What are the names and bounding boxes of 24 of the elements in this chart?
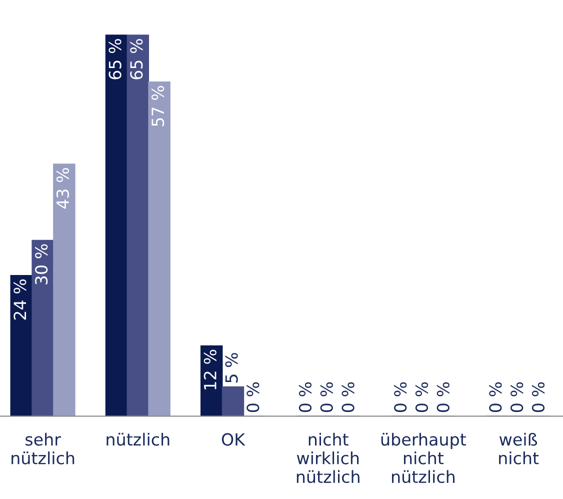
x-tick-label: überhaupt nicht nützlich xyxy=(381,432,466,484)
data-label: 0 % xyxy=(415,382,428,412)
x-tick-label: nützlich xyxy=(106,432,170,446)
x-tick-label: sehr nützlich xyxy=(12,432,74,464)
data-label: 43 % xyxy=(56,168,70,209)
data-label: 0 % xyxy=(532,382,545,412)
data-label: 65 % xyxy=(130,39,143,80)
x-tick-label: OK xyxy=(222,433,246,446)
x-tick-label: weiß nicht xyxy=(499,432,539,464)
data-label: 0 % xyxy=(342,382,354,412)
data-label: 65 % xyxy=(108,39,122,80)
data-label: 0 % xyxy=(394,382,407,412)
data-label: 0 % xyxy=(298,382,312,412)
data-label: 24 % xyxy=(14,279,26,320)
data-label: 12 % xyxy=(204,350,216,390)
data-label: 0 % xyxy=(436,382,450,412)
data-label: 0 % xyxy=(510,382,524,412)
data-label: 30 % xyxy=(35,244,48,284)
data-label: 0 % xyxy=(246,382,260,412)
data-label: 5 % xyxy=(225,352,238,383)
x-tick-label: nicht wirklich nützlich xyxy=(296,432,360,484)
data-label: 57 % xyxy=(152,86,164,126)
data-label: 0 % xyxy=(320,382,333,412)
data-label: 0 % xyxy=(489,382,502,412)
